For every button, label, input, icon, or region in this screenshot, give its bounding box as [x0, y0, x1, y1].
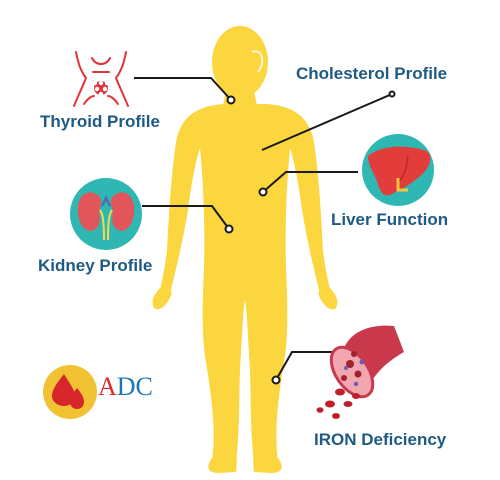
connector-dots [224, 90, 396, 385]
liver-icon [362, 134, 434, 206]
iron-dot [271, 375, 281, 385]
logo-letters-dc: DC [116, 372, 153, 401]
liver-dot [258, 187, 268, 197]
kidney-connector [142, 205, 230, 230]
blood-drop-icon [43, 365, 97, 419]
thyroid-connector [134, 77, 232, 101]
liver-connector [262, 171, 358, 193]
cholesterol-connector [261, 93, 393, 151]
iron-connector [275, 351, 342, 381]
adc-logo-text: ADC [98, 372, 153, 402]
liver-function-label: Liver Function [331, 210, 449, 229]
logo-letter-a: A [98, 372, 117, 401]
thyroid-profile-label: Thyroid Profile [40, 112, 160, 131]
cholesterol-profile-label: Cholesterol Profile [296, 64, 448, 83]
kidney-dot [224, 224, 234, 234]
kidney-profile-label: Kidney Profile [38, 256, 153, 275]
thyroid-dot [226, 95, 236, 105]
thyroid-icon [73, 51, 129, 107]
cholesterol-dot [388, 90, 396, 98]
human-body-silhouette [152, 26, 338, 473]
connector-lines [134, 77, 393, 381]
blood-vessel-icon [316, 325, 404, 419]
ear-outline [251, 50, 264, 73]
iron-deficiency-label: IRON Deficiency [314, 430, 447, 449]
kidney-icon [70, 178, 142, 250]
